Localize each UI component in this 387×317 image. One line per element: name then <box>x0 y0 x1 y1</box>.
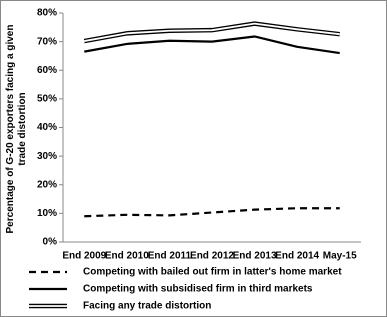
series-line <box>84 35 340 55</box>
series-line <box>84 207 340 218</box>
x-tick-label: End 2013 <box>233 251 277 262</box>
y-tick-label: 40% <box>37 122 57 133</box>
x-tick-label: End 2010 <box>105 251 149 262</box>
x-tick-label: End 2012 <box>190 251 234 262</box>
series-line <box>84 22 340 42</box>
y-tick-label: 30% <box>37 151 57 162</box>
x-tick-label: End 2009 <box>62 251 106 262</box>
x-tick-label: End 2014 <box>275 251 319 262</box>
legend-label: Facing any trade distortion <box>83 301 211 312</box>
series-line <box>83 21 340 44</box>
legend-label: Competing with subsidised firm in third … <box>83 284 313 295</box>
y-tick-label: 0% <box>43 237 58 248</box>
y-tick-label: 10% <box>37 208 57 219</box>
x-tick-label: May-15 <box>323 251 357 262</box>
y-tick-label: 60% <box>37 65 57 76</box>
y-axis-label: Percentage of G-20 exporters facing a gi… <box>5 24 28 234</box>
y-tick-label: 80% <box>37 8 57 19</box>
legend-label: Competing with bailed out firm in latter… <box>83 267 342 278</box>
x-tick-label: End 2011 <box>148 251 192 262</box>
y-tick-label: 50% <box>37 94 57 105</box>
y-tick-label: 70% <box>37 36 57 47</box>
y-tick-label: 20% <box>37 179 57 190</box>
